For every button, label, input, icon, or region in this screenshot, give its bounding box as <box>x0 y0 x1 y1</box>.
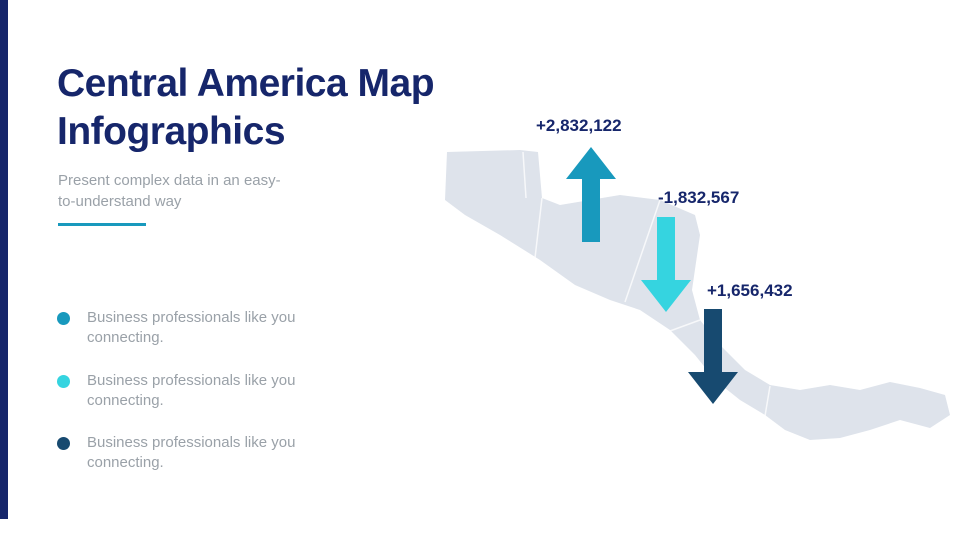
down-arrow-icon <box>688 309 738 404</box>
title-underline <box>58 223 146 226</box>
left-accent-bar <box>0 0 8 519</box>
legend-text-line2: connecting. <box>87 454 164 472</box>
legend-text: Business professionals like you connecti… <box>87 433 295 474</box>
legend-dot-cyan <box>57 374 70 388</box>
central-america-map-silhouette <box>445 150 950 440</box>
down-arrow-icon <box>641 217 691 312</box>
subtitle-line2: to-understand way <box>58 193 182 210</box>
legend-text-line1: Business professionals like you <box>87 371 296 389</box>
legend-text: Business professionals like you connecti… <box>87 371 295 412</box>
legend-text-line1: Business professionals like you <box>87 434 296 451</box>
legend: Business professionals like you connecti… <box>57 308 295 496</box>
legend-text-line2: connecting. <box>87 329 164 347</box>
legend-item: Business professionals like you connecti… <box>57 308 295 349</box>
stat-value-down-cyan: -1,832,567 <box>658 188 740 207</box>
legend-text-line2: connecting. <box>87 391 164 409</box>
map-shape <box>445 150 950 440</box>
country-border-lines <box>522 151 771 417</box>
legend-dot-teal <box>57 312 70 325</box>
stat-value-up: +2,832,122 <box>536 116 622 135</box>
legend-dot-navy <box>57 437 70 450</box>
page-title-line2: Infographics <box>57 109 286 153</box>
down-arrow-shape <box>688 309 738 404</box>
stat-value-down-navy: +1,656,432 <box>707 281 793 300</box>
up-arrow-icon <box>566 147 616 242</box>
page-title-line1: Central America Map <box>57 62 435 105</box>
legend-text: Business professionals like you connecti… <box>87 308 295 349</box>
up-arrow-shape <box>566 147 616 242</box>
subtitle-line1: Present complex data in an easy- <box>58 172 281 189</box>
subtitle: Present complex data in an easy- to-unde… <box>58 170 281 212</box>
down-arrow-shape <box>641 217 691 312</box>
page-title: Central America Map Infographics <box>57 60 435 155</box>
legend-item: Business professionals like you connecti… <box>57 433 295 474</box>
legend-text-line1: Business professionals like you <box>87 309 296 326</box>
legend-item: Business professionals like you connecti… <box>57 371 295 412</box>
